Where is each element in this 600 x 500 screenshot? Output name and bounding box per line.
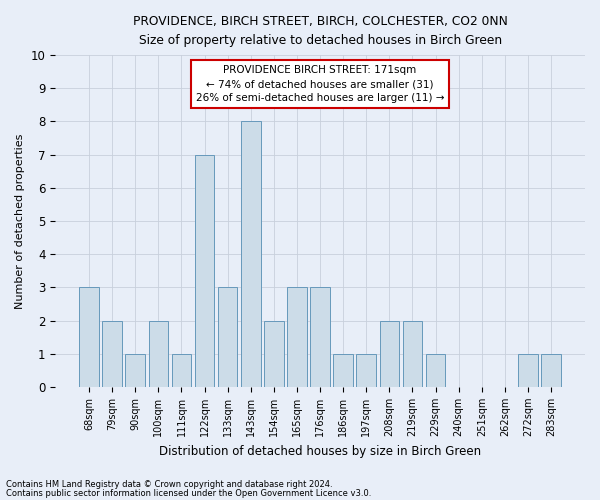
Bar <box>125 354 145 387</box>
Bar <box>218 288 238 387</box>
Bar <box>149 320 168 387</box>
Bar <box>310 288 330 387</box>
Bar <box>356 354 376 387</box>
Text: Contains public sector information licensed under the Open Government Licence v3: Contains public sector information licen… <box>6 489 371 498</box>
Bar <box>541 354 561 387</box>
Bar <box>241 122 260 387</box>
Bar <box>287 288 307 387</box>
Bar <box>79 288 99 387</box>
Text: PROVIDENCE BIRCH STREET: 171sqm
← 74% of detached houses are smaller (31)
26% of: PROVIDENCE BIRCH STREET: 171sqm ← 74% of… <box>196 65 445 103</box>
Bar <box>380 320 399 387</box>
Bar <box>518 354 538 387</box>
Bar <box>103 320 122 387</box>
Bar <box>334 354 353 387</box>
X-axis label: Distribution of detached houses by size in Birch Green: Distribution of detached houses by size … <box>159 444 481 458</box>
Bar <box>264 320 284 387</box>
Bar <box>403 320 422 387</box>
Title: PROVIDENCE, BIRCH STREET, BIRCH, COLCHESTER, CO2 0NN
Size of property relative t: PROVIDENCE, BIRCH STREET, BIRCH, COLCHES… <box>133 15 508 47</box>
Y-axis label: Number of detached properties: Number of detached properties <box>15 134 25 308</box>
Bar <box>172 354 191 387</box>
Bar <box>426 354 445 387</box>
Text: Contains HM Land Registry data © Crown copyright and database right 2024.: Contains HM Land Registry data © Crown c… <box>6 480 332 489</box>
Bar <box>195 154 214 387</box>
